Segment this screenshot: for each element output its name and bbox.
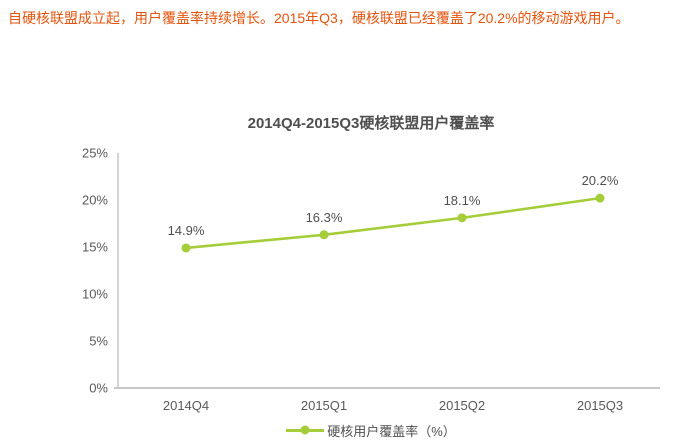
y-tick-label: 25% (82, 146, 108, 161)
line-chart-plot: 0% 5% 10% 15% 20% 25% 2014Q4 2015Q1 2015Q2 2015Q3… (82, 146, 660, 413)
series-line (185, 196, 601, 250)
y-tick-label: 5% (89, 334, 108, 349)
legend-line-marker (286, 425, 325, 435)
x-category-label: 2015Q2 (439, 398, 485, 413)
chart-legend: 硬核用户覆盖率（%） (0, 420, 700, 440)
x-category-label: 2015Q1 (301, 398, 347, 413)
y-tick-label: 0% (89, 381, 108, 396)
summary-text: 自硬核联盟成立起，用户覆盖率持续增长。2015年Q3，硬核联盟已经覆盖了20.2… (8, 10, 630, 26)
data-point-label: 14.9% (168, 223, 205, 238)
data-point (181, 243, 191, 253)
x-category-label: 2014Q4 (163, 398, 209, 413)
y-tick-label: 10% (82, 287, 108, 302)
y-tick-label: 20% (82, 193, 108, 208)
data-point (457, 213, 467, 223)
y-tick-label: 15% (82, 240, 108, 255)
chart-title: 2014Q4-2015Q3硬核联盟用户覆盖率 (247, 115, 495, 132)
data-point (595, 193, 605, 203)
data-point (319, 230, 329, 240)
x-category-label: 2015Q3 (577, 398, 623, 413)
data-point-label: 16.3% (306, 210, 343, 225)
data-point-label: 18.1% (444, 193, 481, 208)
legend-dot-icon (300, 425, 310, 435)
data-point-label: 20.2% (582, 173, 619, 188)
legend-label: 硬核用户覆盖率（%） (327, 423, 456, 439)
